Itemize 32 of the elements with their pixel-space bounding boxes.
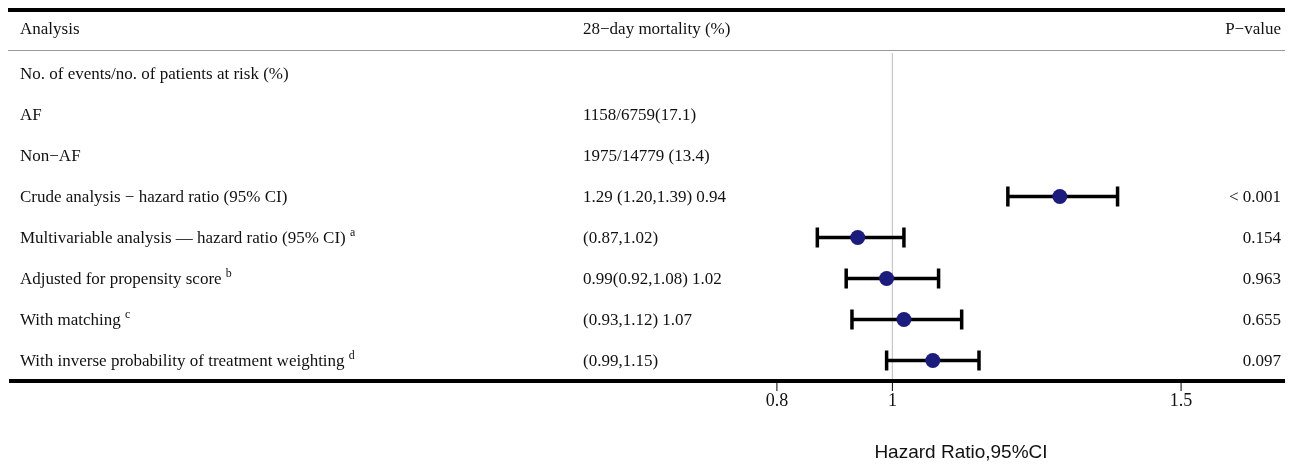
- text: P−value: [1225, 19, 1281, 39]
- x-tick-label: 0.8: [765, 389, 789, 410]
- x-tick-label: 1: [887, 389, 897, 410]
- annotation: 1.29 (1.20,1.39) 0.94: [583, 186, 727, 207]
- point: [896, 312, 912, 327]
- text: Analysis: [20, 19, 80, 39]
- point: [879, 271, 895, 286]
- y-tick-label: With matching $^{c}$: [20, 307, 131, 330]
- annotation: 1975/14779 (13.4): [583, 145, 710, 166]
- x-axis-title: Hazard Ratio,95%CI: [874, 441, 1048, 462]
- y-tick-label: No. of events/no. of patients at risk (%): [20, 64, 289, 84]
- x-tick-label: 1.5: [1169, 389, 1193, 410]
- y-tick-label: Adjusted for propensity score $^{b}$: [20, 266, 232, 289]
- annotation: 0.154: [1242, 227, 1281, 248]
- text: 28−day mortality (%): [583, 19, 731, 39]
- annotation: 0.963: [1242, 268, 1281, 289]
- annotation: 1158/6759(17.1): [583, 104, 697, 125]
- point: [925, 353, 941, 368]
- point: [1052, 189, 1068, 204]
- annotation: (0.87,1.02): [583, 227, 659, 248]
- annotation: 0.097: [1242, 350, 1281, 371]
- annotation: (0.93,1.12) 1.07: [583, 309, 693, 330]
- y-tick-label: Non−AF: [20, 146, 81, 166]
- y-tick-label: Multivariable analysis — hazard ratio (95% CI) $^{a}$: [20, 225, 356, 248]
- annotation: 0.655: [1242, 309, 1281, 330]
- annotation: (0.99,1.15): [583, 350, 659, 371]
- y-tick-label: AF: [20, 105, 42, 125]
- y-tick-label: Crude analysis − hazard ratio (95% CI): [20, 187, 288, 207]
- annotation: 0.99(0.92,1.08) 1.02: [583, 268, 722, 289]
- y-tick-label: With inverse probability of treatment weighting $^{d}$: [20, 348, 355, 371]
- point: [850, 230, 866, 245]
- annotation: < 0.001: [1228, 186, 1281, 207]
